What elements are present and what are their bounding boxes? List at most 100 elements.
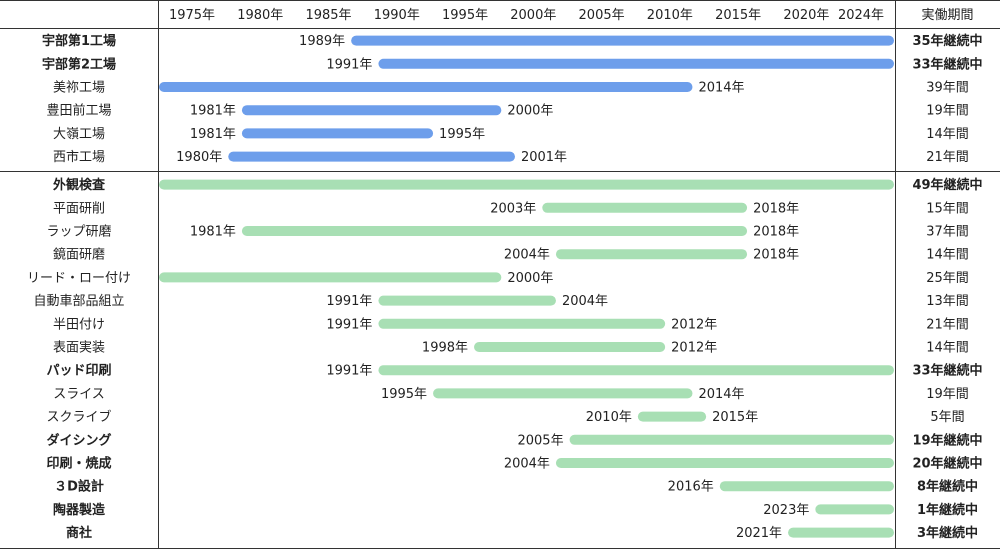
duration-label: 35年継続中 (912, 33, 982, 49)
bar-end-label: 2014年 (698, 387, 744, 402)
row-label: リード・ロー付け (27, 271, 131, 286)
duration-label: 14年間 (926, 248, 969, 263)
duration-label: 15年間 (926, 201, 969, 216)
bar (474, 342, 666, 352)
bar-start-label: 2016年 (668, 480, 714, 495)
duration-label: 14年間 (926, 341, 969, 356)
bar (159, 179, 894, 190)
bar-start-label: 1991年 (326, 57, 372, 72)
bar-start-label: 1998年 (422, 341, 468, 356)
bar (378, 295, 556, 306)
bar-end-label: 2014年 (698, 81, 744, 96)
duration-label: 25年間 (926, 271, 969, 286)
chart-row: 大嶺工場 1981年 1995年 14年間 (53, 127, 969, 142)
row-label: パッド印刷 (46, 364, 111, 379)
x-tick-label: 1995年 (442, 8, 488, 23)
bar (569, 434, 894, 445)
chart-row: スクライブ 2010年 2015年 5年間 (46, 409, 964, 425)
chart-row: 豊田前工場 1981年 2000年 19年間 (46, 103, 968, 119)
x-tick-label: 1990年 (374, 8, 420, 23)
chart-row: スライス 1995年 2014年 19年間 (53, 387, 969, 402)
duration-header: 実働期間 (921, 7, 973, 23)
duration-label: 19年間 (926, 387, 969, 402)
bar-start-label: 1981年 (190, 104, 236, 119)
duration-label: 8年継続中 (917, 479, 978, 495)
chart-row: ラップ研磨 1981年 2018年 37年間 (46, 225, 968, 240)
bar-start-label: 1995年 (381, 387, 427, 402)
bar (241, 226, 748, 236)
duration-label: 1年継続中 (917, 502, 978, 518)
bar (555, 249, 748, 260)
row-label: 商社 (66, 525, 92, 541)
bar-start-label: 2021年 (736, 526, 782, 541)
bar-start-label: 1991年 (326, 317, 372, 332)
x-tick-label: 1980年 (237, 8, 283, 23)
bar-start-label: 2004年 (504, 457, 550, 472)
x-tick-label: 2005年 (579, 8, 625, 23)
chart-row: ダイシング 2005年 19年継続中 (46, 432, 982, 448)
bar-end-label: 1995年 (439, 127, 485, 142)
chart-row: 外観検査 49年継続中 (52, 177, 983, 193)
row-label: 宇部第2工場 (42, 56, 116, 72)
bar-end-label: 2012年 (671, 317, 717, 332)
duration-label: 3年継続中 (917, 525, 978, 541)
bar-end-label: 2018年 (753, 225, 799, 240)
bar-end-label: 2018年 (753, 201, 799, 216)
chart-row: 商社 2021年 3年継続中 (66, 525, 978, 541)
bar-start-label: 2005年 (517, 433, 563, 448)
chart-row: 西市工場 1980年 2001年 21年間 (53, 149, 969, 165)
chart-row: 自動車部品組立 1991年 2004年 13年間 (33, 294, 968, 309)
row-label: 西市工場 (53, 149, 105, 165)
duration-label: 20年継続中 (912, 456, 982, 472)
bar (241, 128, 434, 139)
row-label: 美祢工場 (53, 81, 105, 96)
bar-start-label: 2003年 (490, 201, 536, 216)
chart-row: 表面実装 1998年 2012年 14年間 (53, 340, 969, 356)
x-tick-label: 1975年 (169, 8, 215, 23)
x-tick-label: 2015年 (715, 8, 761, 23)
bar-end-label: 2004年 (562, 294, 608, 309)
bar-start-label: 1991年 (326, 364, 372, 379)
bar-end-label: 2018年 (753, 248, 799, 263)
row-label: 印刷・焼成 (46, 456, 111, 472)
duration-label: 19年間 (926, 104, 969, 119)
duration-label: 14年間 (926, 127, 969, 142)
bar (542, 202, 748, 213)
x-tick-label: 2020年 (783, 8, 829, 23)
row-label: 大嶺工場 (53, 127, 105, 142)
bar-start-label: 2023年 (763, 503, 809, 518)
bar (159, 272, 502, 283)
x-tick-label: 2024年 (838, 8, 884, 23)
x-tick-label: 2010年 (647, 8, 693, 23)
bar (719, 481, 894, 492)
bar (433, 388, 693, 399)
bar (815, 504, 894, 515)
bar-start-label: 1981年 (190, 225, 236, 240)
chart-row: 美祢工場 2014年 39年間 (53, 81, 969, 96)
chart-row: 宇部第1工場 1989年 35年継続中 (42, 33, 983, 49)
duration-label: 19年継続中 (912, 432, 982, 448)
chart-row: 陶器製造 2023年 1年継続中 (53, 502, 978, 518)
bar (378, 365, 894, 376)
bar-start-label: 2004年 (504, 248, 550, 263)
duration-label: 5年間 (930, 410, 964, 425)
bar (378, 58, 894, 69)
row-label: 宇部第1工場 (42, 33, 116, 49)
bar-end-label: 2012年 (671, 341, 717, 356)
row-label: 鏡面研磨 (53, 248, 105, 263)
bar-start-label: 1981年 (190, 127, 236, 142)
bar (159, 82, 693, 92)
row-label: 自動車部品組立 (33, 294, 124, 309)
chart-row: 平面研削 2003年 2018年 15年間 (53, 201, 969, 216)
x-tick-label: 2000年 (510, 8, 556, 23)
row-label: 豊田前工場 (46, 103, 111, 119)
bar-end-label: 2000年 (507, 104, 553, 119)
duration-label: 21年間 (926, 150, 969, 165)
row-label: 外観検査 (52, 177, 106, 193)
bar-end-label: 2000年 (507, 271, 553, 286)
row-label: スクライブ (46, 409, 111, 425)
bar (351, 35, 895, 46)
bar (228, 151, 515, 162)
bar-start-label: 1991年 (326, 294, 372, 309)
